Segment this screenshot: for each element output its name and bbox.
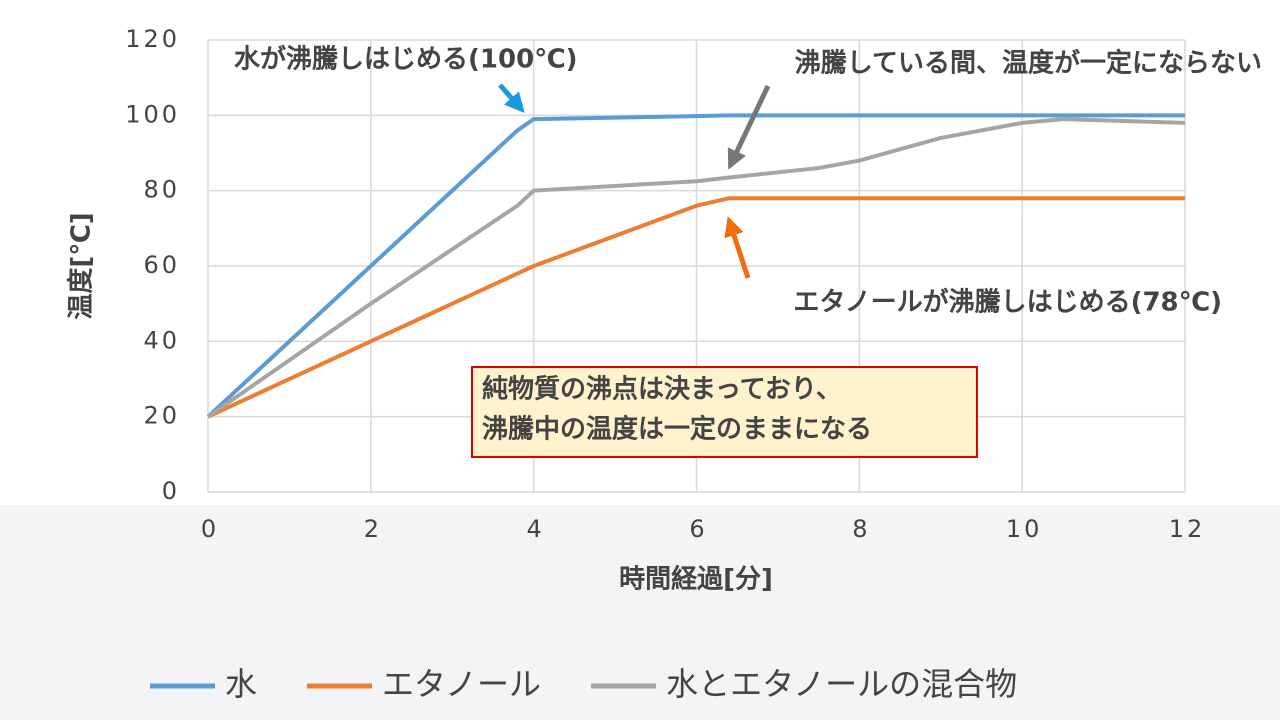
- series-line: [207, 196, 1185, 419]
- x-tick-label: 12: [1169, 515, 1206, 543]
- y-tick-label: 80: [143, 176, 180, 204]
- series-line: [206, 113, 1185, 419]
- annotation-arrow: [498, 83, 525, 114]
- legend-label: 水: [225, 665, 257, 703]
- x-tick-label: 8: [852, 515, 870, 543]
- x-tick-label: 0: [201, 515, 219, 543]
- y-tick-label: 120: [125, 25, 180, 53]
- annotation: エタノールが沸騰しはじめる(78℃): [793, 287, 1222, 318]
- x-tick-label: 10: [1006, 515, 1043, 543]
- annotation: 沸騰している間、温度が一定にならない: [795, 48, 1262, 79]
- y-tick-label: 20: [143, 402, 180, 430]
- note-text: 沸騰中の温度は一定のままになる: [482, 414, 872, 445]
- annotation: 水が沸騰しはじめる(100℃): [234, 44, 578, 75]
- y-tick-label: 100: [125, 100, 180, 128]
- note-box: [471, 366, 978, 458]
- y-tick-label: 40: [143, 326, 180, 354]
- annotation-arrow: [727, 84, 771, 170]
- y-tick-label: 60: [143, 251, 180, 279]
- x-tick-label: 4: [527, 515, 545, 543]
- y-tick-label: 0: [162, 477, 180, 505]
- legend: 水 エタノール 水とエタノールの混合物: [150, 665, 1017, 703]
- legend-label: 水とエタノールの混合物: [666, 665, 1017, 703]
- x-tick-label: 6: [689, 515, 707, 543]
- lines: [206, 113, 1186, 419]
- x-tick-label: 2: [364, 515, 382, 543]
- annotation-arrow: [724, 216, 751, 279]
- grid: 0 20 40 60 80 100 120 0 2 4 6 8 10 12: [125, 25, 1206, 543]
- x-axis-label: 時間経過[分]: [619, 564, 773, 595]
- legend-label: エタノール: [382, 665, 541, 703]
- note-text: 純物質の沸点は決まっており、: [482, 374, 842, 405]
- y-axis-label: 温度[℃]: [66, 212, 97, 319]
- series-line: [206, 117, 1186, 419]
